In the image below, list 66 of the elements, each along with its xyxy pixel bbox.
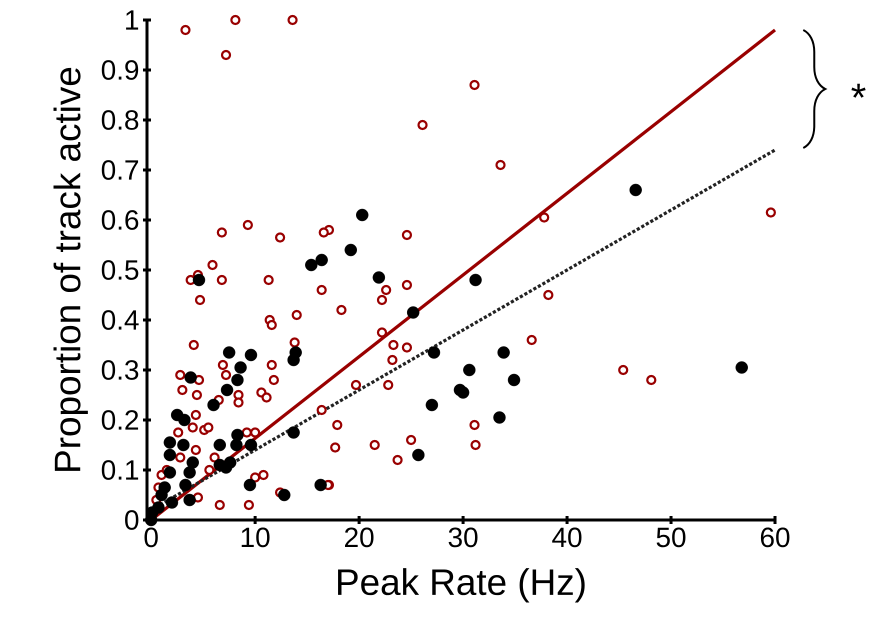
point	[497, 346, 510, 359]
y-tick-label: 0.8	[102, 110, 138, 130]
point	[463, 364, 476, 376]
point	[406, 306, 420, 319]
point	[736, 361, 748, 374]
point	[183, 494, 196, 506]
point	[493, 411, 506, 424]
point	[315, 254, 328, 266]
point	[428, 346, 440, 359]
point	[155, 488, 168, 502]
y-tick-label: 0	[125, 510, 138, 530]
point	[184, 371, 197, 384]
x-tick-label: 60	[760, 528, 790, 548]
point	[220, 384, 234, 396]
point	[456, 386, 470, 399]
point	[230, 438, 243, 452]
point	[231, 374, 244, 386]
x-tick-label: 0	[144, 528, 158, 548]
y-tick-label: 0.4	[102, 310, 139, 330]
y-tick-label: 0.9	[102, 60, 138, 80]
point	[287, 354, 300, 366]
point	[177, 438, 190, 452]
point	[164, 466, 176, 479]
point	[344, 244, 357, 256]
point	[356, 208, 368, 222]
y-tick-label: 0.6	[102, 210, 138, 230]
point	[166, 496, 178, 509]
point	[305, 258, 318, 272]
y-axis-title: Proportion of track active	[54, 68, 88, 471]
point	[508, 374, 520, 386]
point	[164, 448, 176, 462]
point	[244, 348, 258, 362]
point	[244, 478, 256, 492]
point	[186, 456, 199, 469]
point	[179, 478, 192, 492]
y-tick-label: 0.3	[102, 360, 138, 380]
point	[469, 274, 482, 286]
point	[192, 274, 206, 286]
point	[278, 488, 290, 502]
point	[214, 438, 226, 452]
point	[183, 466, 196, 479]
point	[412, 448, 425, 462]
point	[222, 346, 236, 359]
y-tick-label: 1	[126, 10, 138, 30]
y-tick-label: 0.1	[102, 460, 138, 480]
x-tick-label: 10	[242, 528, 270, 548]
point	[372, 271, 386, 284]
point	[244, 438, 258, 452]
point	[164, 436, 176, 449]
y-tick-label: 0.2	[102, 410, 138, 430]
x-tick-label: 30	[448, 528, 478, 548]
x-axis-title: Peak Rate (Hz)	[338, 568, 585, 602]
x-tick-label: 20	[345, 528, 374, 548]
point	[234, 361, 247, 374]
point	[629, 184, 642, 196]
point	[178, 414, 191, 426]
point	[231, 428, 244, 442]
point	[426, 398, 438, 412]
point	[207, 398, 220, 412]
x-tick-label: 50	[656, 528, 686, 548]
y-tick-label: 0.5	[102, 260, 138, 280]
text: *	[851, 84, 866, 98]
x-tick-label: 40	[552, 528, 582, 548]
point	[287, 426, 300, 439]
y-tick-label: 0.7	[102, 160, 138, 180]
point	[314, 478, 327, 492]
